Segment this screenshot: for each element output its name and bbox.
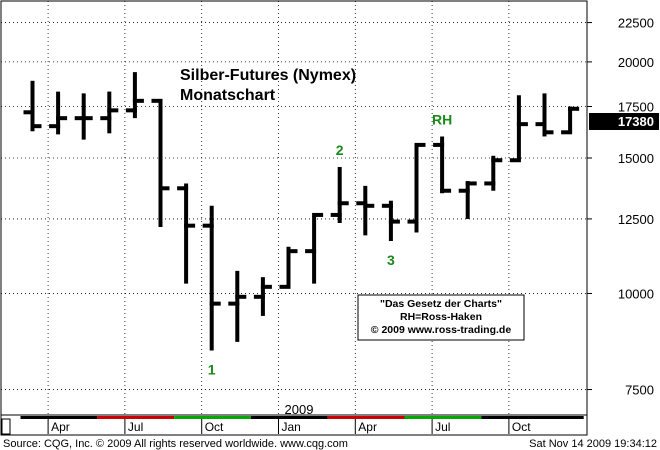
ohlc-bar [356, 185, 375, 236]
timeline-segment [327, 416, 405, 419]
ohlc-bar [49, 91, 68, 135]
ohlc-bar [177, 183, 196, 284]
gridlines [1, 1, 587, 415]
y-tick-label: 22500 [618, 16, 654, 31]
annotation-label: 2 [336, 142, 344, 158]
timestamp: Sat Nov 14 2009 19:34:12 [529, 438, 657, 450]
timeline-color-strip [20, 416, 584, 419]
timeline-segment [20, 416, 98, 419]
y-tick-label: 17500 [618, 100, 654, 115]
y-tick-label: 12500 [618, 212, 654, 227]
x-tick-label: Apr [51, 420, 70, 434]
ohlc-bar [433, 136, 452, 194]
ohlc-bar [330, 167, 349, 223]
ohlc-bar [279, 246, 298, 289]
ohlc-bar [23, 80, 42, 132]
x-tick-label: Oct [205, 420, 224, 434]
timeline-segment [174, 416, 251, 419]
ohlc-bar [458, 181, 477, 219]
timeline-segment [97, 416, 175, 419]
ohlc-bar [74, 93, 93, 140]
y-tick-label: 7500 [625, 383, 654, 398]
source-credit: Source: CQG, Inc. © 2009 All rights rese… [3, 438, 348, 450]
x-tick-label: Jul [435, 420, 450, 434]
chart-title: Silber-Futures (Nymex) [180, 67, 356, 84]
info-box-frame [357, 294, 525, 341]
ohlc-bar [535, 93, 554, 137]
ohlc-bar [381, 200, 400, 242]
info-box-line-2: RH=Ross-Haken [400, 311, 482, 323]
ohlc-bars [23, 72, 580, 351]
time-axis-frame [0, 414, 588, 436]
timeline-segment [250, 416, 328, 419]
x-tick-label: Jan [282, 420, 301, 434]
ohlc-bar [253, 277, 272, 316]
y-tick-label: 20000 [618, 55, 654, 70]
ohlc-bar [484, 155, 503, 191]
ohlc-bar [305, 212, 324, 284]
ohlc-bar [125, 72, 144, 119]
timeline-segment [404, 416, 482, 419]
x-tick-label: Apr [358, 420, 377, 434]
ohlc-bar [228, 270, 247, 342]
ohlc-bar [407, 142, 426, 233]
current-price-label: 17380 [618, 114, 654, 129]
chart-subtitle: Monatschart [180, 87, 276, 104]
ohlc-bar [100, 91, 119, 134]
month-ticks: Apr Jul Oct Jan Apr Jul Oct [1, 418, 531, 435]
ohlc-bar [151, 98, 170, 228]
current-price-tag-bg [589, 113, 659, 130]
current-price-tag: 17380 [589, 113, 659, 130]
plot-frame [0, 0, 588, 416]
price-axis: 7500 10000 12500 15000 17500 20000 22500 [587, 16, 654, 398]
annotation-label: 1 [208, 362, 216, 378]
time-axis: 2009 Apr Jul Oct Jan Apr Jul Oct [0, 402, 588, 436]
scroll-stub [1, 418, 11, 435]
y-tick-label: 15000 [618, 151, 654, 166]
info-box-line-3: © 2009 www.ross-trading.de [371, 324, 512, 336]
ohlc-bar [202, 205, 221, 351]
timeline-segment [481, 416, 584, 419]
year-label: 2009 [285, 402, 314, 417]
y-tick-label: 10000 [618, 286, 654, 301]
annotation-label: 3 [387, 252, 395, 268]
annotations: 1 2 3 RH [208, 111, 452, 377]
info-box-line-1: "Das Gesetz der Charts" [380, 298, 502, 310]
ohlc-bar [509, 95, 528, 163]
ohlc-bar [561, 106, 580, 135]
info-box: "Das Gesetz der Charts" RH=Ross-Haken © … [357, 294, 525, 341]
x-tick-label: Oct [512, 420, 531, 434]
x-tick-label: Jul [128, 420, 143, 434]
annotation-label: RH [432, 111, 452, 127]
